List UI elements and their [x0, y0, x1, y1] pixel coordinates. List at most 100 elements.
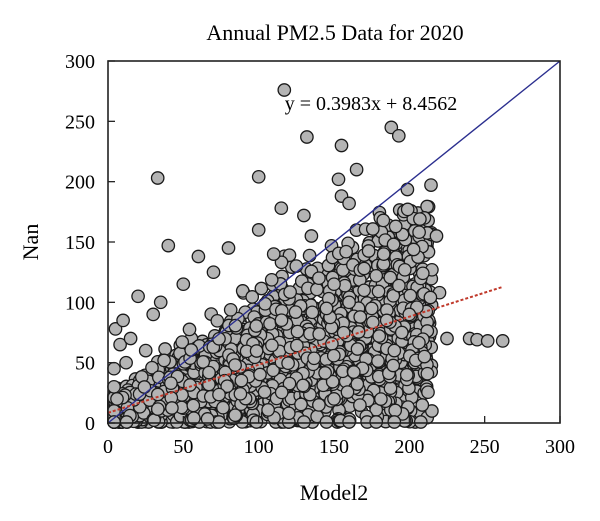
data-point	[400, 182, 415, 197]
data-point	[334, 138, 349, 153]
data-point	[212, 415, 226, 429]
data-point	[297, 415, 311, 429]
data-point	[182, 322, 197, 337]
data-point	[365, 222, 380, 236]
data-point	[274, 255, 289, 270]
data-point	[353, 310, 368, 324]
data-point	[423, 290, 438, 305]
data-point	[220, 379, 235, 394]
data-point	[480, 334, 495, 348]
data-point	[264, 272, 279, 287]
data-point	[216, 400, 230, 415]
data-point	[296, 378, 310, 393]
data-point	[274, 313, 289, 328]
data-point	[107, 361, 121, 376]
x-axis-label: Model2	[300, 480, 368, 505]
data-point	[150, 387, 165, 402]
data-point	[228, 358, 242, 372]
data-point	[349, 162, 364, 177]
x-tick-label: 150	[319, 436, 349, 458]
data-point	[138, 343, 153, 358]
data-point	[413, 212, 427, 226]
data-point	[369, 415, 384, 429]
data-point	[191, 249, 206, 264]
data-point	[351, 325, 366, 339]
data-point	[281, 356, 295, 371]
data-point	[310, 282, 324, 297]
data-point	[145, 360, 159, 375]
data-point	[374, 392, 388, 406]
data-point	[228, 408, 243, 423]
data-point	[371, 284, 386, 299]
data-point	[210, 313, 225, 328]
data-point	[357, 261, 371, 276]
data-point	[415, 398, 430, 412]
data-point	[266, 247, 281, 261]
data-point	[150, 171, 165, 185]
plot-area	[107, 60, 561, 429]
data-point	[331, 172, 346, 187]
data-point	[200, 412, 215, 426]
data-point	[350, 377, 365, 391]
y-tick-label: 300	[65, 51, 95, 73]
data-point	[406, 242, 421, 257]
data-point	[420, 199, 434, 214]
data-point	[342, 415, 356, 429]
chart-title: Annual PM2.5 Data for 2020	[206, 20, 463, 45]
x-tick-label: 0	[103, 436, 113, 458]
data-point	[277, 83, 292, 97]
data-point	[297, 208, 311, 223]
data-point	[424, 178, 438, 192]
data-point	[202, 365, 216, 380]
data-point	[196, 355, 211, 369]
data-point	[290, 338, 304, 353]
data-point	[184, 343, 199, 357]
data-point	[290, 324, 305, 339]
data-point	[399, 367, 414, 382]
data-point	[265, 338, 279, 353]
data-point	[266, 363, 280, 378]
data-point	[412, 335, 426, 350]
data-point	[364, 301, 379, 316]
data-point	[372, 329, 387, 343]
data-point	[165, 401, 179, 415]
data-point	[386, 237, 401, 252]
x-tick-label: 100	[244, 436, 274, 458]
data-point	[361, 244, 376, 258]
data-point	[421, 385, 435, 400]
data-point	[300, 130, 314, 144]
data-point	[294, 397, 308, 412]
y-tick-label: 50	[75, 353, 95, 375]
data-point	[387, 415, 402, 429]
data-point	[175, 335, 190, 349]
data-point	[425, 404, 439, 418]
y-tick-label: 0	[85, 413, 95, 435]
data-point	[176, 277, 191, 292]
data-point	[150, 402, 165, 416]
data-point	[319, 415, 334, 429]
x-tick-label: 300	[545, 436, 575, 458]
data-point	[305, 305, 320, 320]
reference-line	[107, 60, 561, 424]
data-point	[281, 406, 296, 421]
data-point	[388, 403, 403, 418]
data-point	[371, 354, 385, 368]
data-point	[319, 301, 334, 316]
data-point	[113, 337, 127, 352]
data-point	[440, 331, 454, 346]
data-point	[384, 120, 399, 135]
data-point	[253, 367, 267, 382]
data-point	[283, 285, 297, 299]
axis-ticks: 0 50 100 150 200 250 300 0 50 100 150 200 250 300	[65, 51, 575, 458]
data-point	[245, 290, 260, 304]
data-point	[251, 223, 266, 237]
data-point	[376, 247, 391, 261]
data-point	[369, 268, 384, 283]
data-point	[376, 213, 391, 228]
data-point	[116, 313, 130, 328]
data-point	[353, 398, 367, 412]
data-point	[131, 289, 145, 304]
data-point	[123, 331, 138, 346]
data-point	[340, 385, 355, 399]
